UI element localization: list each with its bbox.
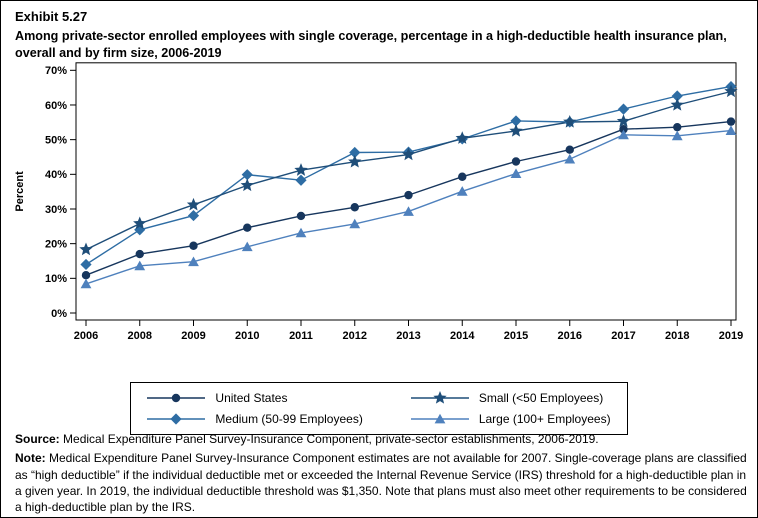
x-axis-tick-label: 2012 xyxy=(343,330,367,342)
legend-label: Medium (50-99 Employees) xyxy=(215,412,363,426)
y-axis-tick-label: 0% xyxy=(51,308,67,320)
legend-triangle-icon xyxy=(410,413,469,424)
data-point-1 xyxy=(294,163,308,176)
legend-diamond-icon xyxy=(147,413,206,425)
data-point-3 xyxy=(295,227,307,238)
data-point-1 xyxy=(186,197,201,211)
note-text: Medical Expenditure Panel Survey-Insuran… xyxy=(15,451,747,515)
data-point-3 xyxy=(80,278,92,289)
legend-circle-icon xyxy=(147,393,206,403)
x-axis-tick-label: 2014 xyxy=(450,330,475,342)
x-axis-tick-label: 2009 xyxy=(181,330,205,342)
y-axis-tick-label: 50% xyxy=(45,135,67,147)
legend-star-icon xyxy=(410,391,469,404)
data-point-0 xyxy=(673,122,682,132)
legend-label: Small (<50 Employees) xyxy=(478,391,604,405)
data-point-2 xyxy=(510,115,522,127)
data-point-1 xyxy=(240,178,254,192)
x-axis-tick-label: 2016 xyxy=(558,330,582,342)
x-axis-tick-label: 2015 xyxy=(504,330,528,342)
x-axis-tick-label: 2008 xyxy=(128,330,152,342)
y-axis-title: Percent xyxy=(14,171,26,212)
y-axis-tick-label: 60% xyxy=(45,100,67,112)
legend-item: United States xyxy=(147,390,362,406)
data-point-1 xyxy=(455,131,469,144)
data-point-1 xyxy=(133,216,147,230)
data-point-3 xyxy=(456,186,468,196)
data-point-3 xyxy=(564,153,576,164)
data-point-3 xyxy=(403,206,414,216)
data-point-0 xyxy=(619,125,628,134)
series-line-1 xyxy=(85,90,732,251)
legend-label: United States xyxy=(215,391,288,405)
x-axis-tick-label: 2011 xyxy=(289,330,313,342)
data-point-2 xyxy=(295,174,307,186)
data-point-0 xyxy=(404,190,413,200)
data-point-0 xyxy=(135,249,144,259)
x-axis-tick-label: 2010 xyxy=(235,330,259,342)
data-point-0 xyxy=(350,203,359,212)
legend-item: Large (100+ Employees) xyxy=(410,411,611,427)
data-point-3 xyxy=(618,129,629,140)
plot-area-border xyxy=(75,62,737,321)
data-point-3 xyxy=(349,218,361,229)
header: Exhibit 5.27 Among private-sector enroll… xyxy=(15,9,747,61)
x-axis-tick-label: 2019 xyxy=(719,330,743,342)
data-point-1 xyxy=(348,154,362,168)
footer: Source: Medical Expenditure Panel Survey… xyxy=(15,431,747,516)
data-point-0 xyxy=(243,223,252,232)
data-point-2 xyxy=(187,209,200,222)
data-point-2 xyxy=(617,103,630,115)
legend-item: Small (<50 Employees) xyxy=(410,390,611,406)
data-point-0 xyxy=(189,241,198,250)
note-line: Note: Medical Expenditure Panel Survey-I… xyxy=(15,450,747,515)
data-point-0 xyxy=(511,157,521,166)
data-point-2 xyxy=(349,146,361,159)
data-point-2 xyxy=(671,90,683,102)
data-point-3 xyxy=(241,241,253,252)
exhibit-number: Exhibit 5.27 xyxy=(15,9,88,24)
y-axis-tick-label: 40% xyxy=(45,169,67,181)
data-point-3 xyxy=(134,260,146,271)
data-point-0 xyxy=(296,211,306,221)
data-point-3 xyxy=(725,125,737,136)
source-line: Source: Medical Expenditure Panel Survey… xyxy=(15,431,747,447)
legend-label: Large (100+ Employees) xyxy=(478,412,611,426)
legend-item: Medium (50-99 Employees) xyxy=(147,411,363,427)
data-point-1 xyxy=(509,123,523,137)
source-text: Medical Expenditure Panel Survey-Insuran… xyxy=(59,432,599,446)
legend-wrap: United States Small (<50 Employees) Medium… xyxy=(1,382,757,435)
chart-legend: United States Small (<50 Employees) Medium… xyxy=(130,382,628,435)
line-chart: 0% 10% 20% 30% 40% 50% 60% 70% 2006 2008 2009 2010 2… xyxy=(14,62,743,342)
data-point-3 xyxy=(188,256,199,267)
data-point-0 xyxy=(81,271,91,280)
y-axis-tick-label: 30% xyxy=(45,204,67,216)
data-point-2 xyxy=(80,258,92,271)
data-point-1 xyxy=(401,147,416,161)
data-point-1 xyxy=(670,97,684,111)
data-point-1 xyxy=(79,242,93,256)
data-point-0 xyxy=(458,172,467,181)
source-label: Source: xyxy=(15,432,60,446)
y-axis-tick-label: 10% xyxy=(45,273,67,285)
data-point-0 xyxy=(565,145,574,154)
data-point-1 xyxy=(563,114,577,128)
x-axis-tick-label: 2018 xyxy=(665,330,689,342)
series-line-2 xyxy=(85,85,732,266)
x-axis-tick-label: 2017 xyxy=(611,330,635,342)
note-label: Note: xyxy=(15,451,46,466)
data-point-3 xyxy=(510,168,522,179)
page-title: Among private-sector enrolled employees … xyxy=(15,28,727,60)
y-axis-tick-label: 70% xyxy=(45,65,67,77)
data-point-1 xyxy=(724,84,738,98)
data-point-1 xyxy=(616,114,631,127)
y-axis-tick-label: 20% xyxy=(45,239,67,251)
data-point-0 xyxy=(726,117,736,126)
x-axis-tick-label: 2013 xyxy=(396,330,420,342)
x-axis-tick-label: 2006 xyxy=(74,330,98,342)
data-point-3 xyxy=(671,130,683,141)
